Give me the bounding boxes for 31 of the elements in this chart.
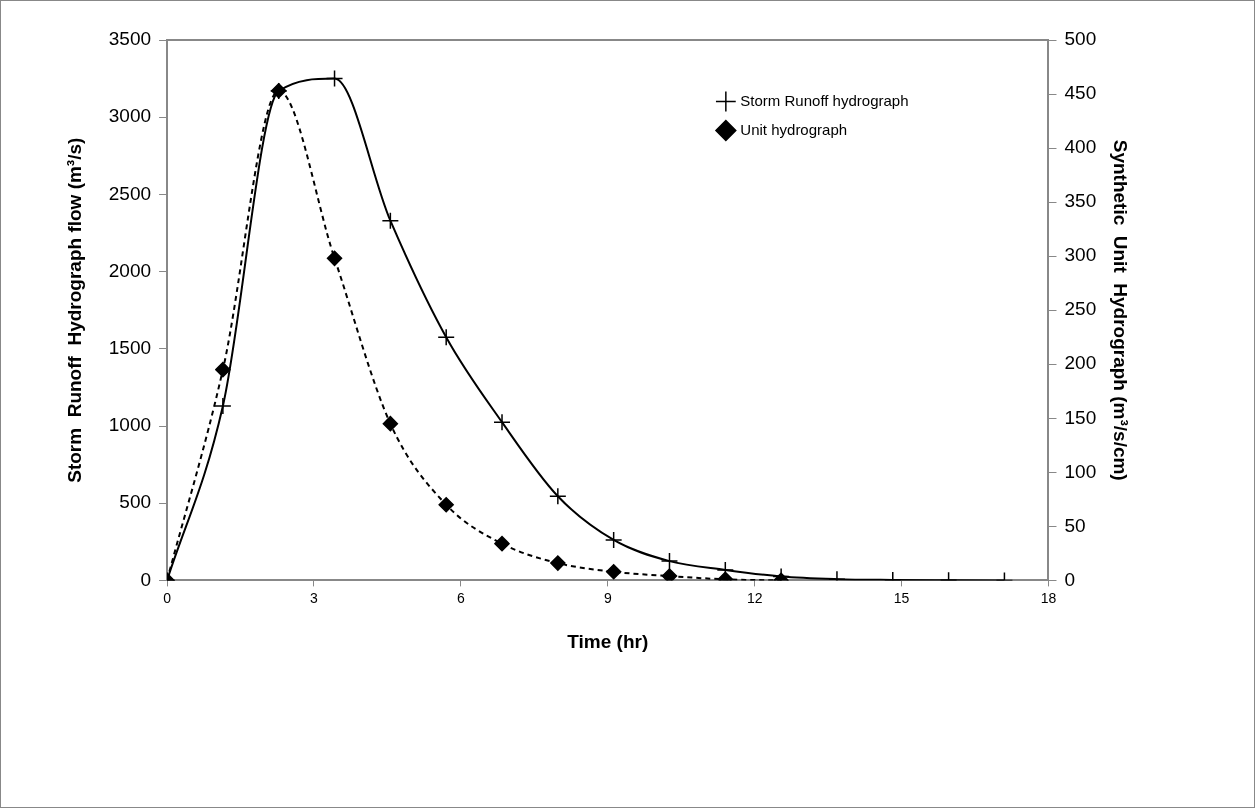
- y2-tick-label: 300: [1064, 244, 1097, 266]
- x-tick-label: 9: [603, 589, 612, 606]
- x-axis-title: Time (hr): [567, 630, 649, 652]
- x-tick-label: 12: [746, 589, 763, 606]
- x-tick-label: 0: [163, 589, 172, 606]
- x-tick-label: 6: [456, 589, 465, 606]
- legend-label: Unit hydrograph: [740, 120, 848, 138]
- y-tick-label: 3500: [108, 28, 152, 50]
- y-tick-label: 2000: [108, 259, 152, 281]
- x-tick-label: 18: [1040, 589, 1057, 606]
- y2-tick-label: 250: [1064, 298, 1097, 320]
- y2-tick-label: 100: [1064, 460, 1097, 482]
- x-tick-label: 15: [893, 589, 910, 606]
- y2-tick-label: 450: [1064, 82, 1097, 104]
- y2-tick-label: 350: [1064, 190, 1097, 212]
- y2-tick-label: 200: [1064, 352, 1097, 374]
- y2-tick-label: 0: [1064, 568, 1076, 590]
- y-tick-label: 3000: [108, 105, 152, 127]
- y2-tick-label: 150: [1064, 406, 1097, 428]
- y2-tick-label: 500: [1064, 28, 1097, 50]
- y2-axis-title: Synthetic Unit Hydrograph (m³/s/cm): [1110, 139, 1132, 481]
- y-tick-label: 500: [119, 491, 152, 513]
- y2-tick-label: 50: [1064, 514, 1086, 536]
- y-tick-label: 1000: [108, 414, 152, 436]
- y2-tick-label: 400: [1064, 136, 1097, 158]
- x-tick-label: 3: [310, 589, 319, 606]
- y-tick-label: 0: [140, 568, 152, 590]
- y-tick-label: 1500: [108, 337, 152, 359]
- y-axis-title: Storm Runoff Hydrograph flow (m³/s): [63, 137, 85, 483]
- y-tick-label: 2500: [108, 182, 152, 204]
- legend-label: Storm Runoff hydrograph: [740, 91, 909, 109]
